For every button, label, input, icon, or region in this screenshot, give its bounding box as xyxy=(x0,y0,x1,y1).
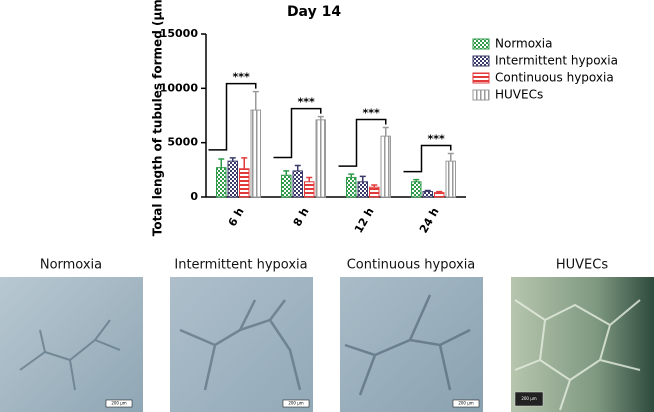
legend-label: HUVECs xyxy=(495,88,543,102)
panel-label: HUVECs xyxy=(556,258,608,273)
bar xyxy=(304,181,315,198)
x-tick-label: 8 h xyxy=(291,206,312,229)
error-bar xyxy=(317,115,324,120)
micrograph xyxy=(0,277,143,412)
scale-bar-label: 200 μm xyxy=(111,401,126,406)
bar xyxy=(315,119,326,198)
panel-label: Continuous hypoxia xyxy=(347,258,476,273)
significance-label: *** xyxy=(427,133,445,146)
panel-label: Intermittent hypoxia xyxy=(174,258,307,273)
bar xyxy=(422,191,433,198)
error-bar xyxy=(348,173,355,178)
bar xyxy=(250,109,261,198)
error-bar xyxy=(241,157,248,169)
error-bar xyxy=(294,164,301,171)
legend-label: Intermittent hypoxia xyxy=(495,54,618,68)
significance-bracket xyxy=(273,107,322,159)
x-tick-label: 12 h xyxy=(352,206,377,236)
error-bar xyxy=(229,157,236,162)
scale-bar-label: 200 μm xyxy=(288,401,303,406)
significance-label: *** xyxy=(232,71,250,84)
legend-label: Continuous hypoxia xyxy=(495,71,614,85)
bar xyxy=(281,174,292,198)
x-tick-label: 6 h xyxy=(226,206,247,229)
error-bar xyxy=(436,190,443,193)
y-tick-label: 0 xyxy=(190,190,198,203)
bar xyxy=(357,181,368,198)
legend-swatch xyxy=(472,38,490,50)
error-bar xyxy=(382,126,389,137)
scale-bar-label: 200 μm xyxy=(521,396,536,401)
chart-title: Day 14 xyxy=(287,4,341,20)
error-bar xyxy=(424,189,431,192)
significance-bracket xyxy=(208,82,257,151)
y-tick-label: 10000 xyxy=(160,81,199,94)
bar xyxy=(445,160,456,198)
error-bar xyxy=(283,170,290,176)
y-axis-label: Total length of tubules formed (μm) xyxy=(151,0,165,236)
scale-bar-label: 200 μm xyxy=(458,401,473,406)
micrograph xyxy=(170,277,313,412)
bar xyxy=(346,176,357,198)
legend-swatch xyxy=(472,89,490,101)
error-bar xyxy=(306,176,313,182)
significance-bracket xyxy=(338,118,387,167)
legend-swatch xyxy=(472,72,490,84)
bar xyxy=(239,168,250,198)
bar xyxy=(380,135,391,198)
error-bar xyxy=(252,90,259,111)
legend-label: Normoxia xyxy=(495,37,553,51)
micrograph xyxy=(340,277,483,412)
bar xyxy=(292,170,303,198)
significance-bracket xyxy=(403,144,452,173)
bar xyxy=(411,181,422,198)
y-tick-label: 5000 xyxy=(167,136,198,149)
legend-swatch xyxy=(472,55,490,67)
significance-label: *** xyxy=(297,96,315,109)
bar xyxy=(369,186,380,198)
bar xyxy=(434,192,445,198)
error-bar xyxy=(218,158,225,168)
panel-label: Normoxia xyxy=(40,258,102,273)
significance-label: *** xyxy=(362,106,380,119)
bar xyxy=(216,167,227,198)
error-bar xyxy=(371,184,378,188)
error-bar xyxy=(413,178,420,182)
y-tick-label: 15000 xyxy=(160,27,199,40)
error-bar xyxy=(447,152,454,162)
bar xyxy=(227,160,238,198)
x-tick-label: 24 h xyxy=(417,206,442,236)
error-bar xyxy=(359,175,366,182)
micrograph xyxy=(511,277,654,412)
